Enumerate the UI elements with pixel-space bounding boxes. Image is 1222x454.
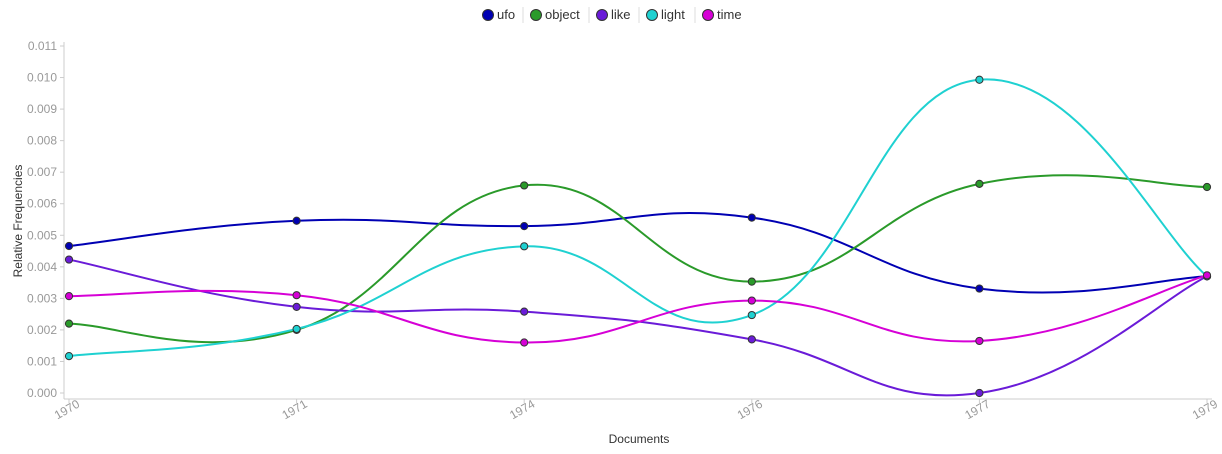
y-tick-label: 0.009 (27, 102, 57, 116)
data-point-object[interactable] (520, 181, 529, 190)
data-point-object[interactable] (64, 319, 74, 328)
series-line-like (68, 258, 1208, 397)
x-tick-label: 1971 (280, 397, 310, 423)
data-point-time[interactable] (520, 338, 529, 347)
legend-swatch-like (596, 9, 608, 21)
series-time (64, 271, 1212, 347)
data-point-ufo[interactable] (747, 213, 756, 222)
legend-item-light[interactable]: light (646, 7, 686, 22)
data-point-like[interactable] (64, 255, 74, 264)
x-tick-label: 1976 (735, 397, 765, 423)
data-point-time[interactable] (975, 336, 984, 346)
data-point-ufo[interactable] (292, 216, 301, 225)
legend-swatch-time (702, 9, 714, 21)
data-point-ufo[interactable] (64, 241, 74, 251)
x-tick-label: 1970 (52, 397, 82, 423)
data-point-like[interactable] (292, 302, 301, 311)
y-tick-label: 0.011 (28, 39, 57, 53)
y-tick-label: 0.008 (27, 134, 57, 148)
legend-item-like[interactable]: like (596, 7, 631, 22)
series-line-light (68, 78, 1208, 358)
y-axis: 0.000 0.001 0.002 0.003 0.004 0.005 0.006 0.007… (27, 39, 65, 400)
y-tick-label: 0.007 (27, 165, 57, 179)
series-object (64, 174, 1212, 344)
legend-item-object[interactable]: object (530, 7, 581, 22)
legend-label-light: light (661, 7, 685, 22)
data-point-light[interactable] (975, 75, 984, 84)
x-axis: 1970 1971 1974 1976 1977 1979 (52, 397, 1220, 423)
data-point-object[interactable] (1202, 182, 1212, 192)
y-tick-label: 0.010 (27, 71, 57, 85)
y-tick-label: 0.006 (27, 197, 57, 211)
plot-area (64, 75, 1212, 398)
series-line-ufo (68, 212, 1208, 294)
series-line-object (68, 174, 1208, 344)
data-point-like[interactable] (747, 335, 756, 344)
data-point-light[interactable] (64, 351, 74, 361)
legend-item-time[interactable]: time (702, 7, 742, 22)
y-tick-label: 0.005 (27, 228, 57, 242)
data-point-light[interactable] (520, 242, 529, 251)
data-point-like[interactable] (520, 307, 529, 316)
data-point-ufo[interactable] (975, 284, 984, 293)
legend-label-ufo: ufo (497, 7, 515, 22)
legend-label-object: object (545, 7, 580, 22)
data-point-like[interactable] (975, 388, 984, 398)
data-point-object[interactable] (975, 179, 984, 188)
x-tick-label: 1977 (962, 397, 992, 423)
y-tick-label: 0.002 (27, 323, 57, 337)
y-tick-label: 0.003 (27, 291, 57, 305)
series-line-time (68, 274, 1208, 344)
legend-swatch-ufo (482, 9, 494, 21)
data-point-object[interactable] (747, 277, 756, 286)
series-ufo (64, 212, 1212, 294)
x-tick-label: 1979 (1190, 397, 1220, 423)
x-tick-label: 1974 (507, 397, 537, 423)
legend-item-ufo[interactable]: ufo (482, 7, 516, 22)
data-point-time[interactable] (64, 292, 74, 301)
y-tick-label: 0.001 (27, 354, 57, 368)
legend-swatch-object (530, 9, 542, 21)
data-point-ufo[interactable] (520, 222, 529, 231)
data-point-light[interactable] (747, 310, 756, 320)
legend-label-like: like (611, 7, 631, 22)
data-point-time[interactable] (292, 291, 301, 300)
y-tick-label: 0.000 (27, 386, 57, 400)
data-point-time[interactable] (1202, 271, 1212, 280)
data-point-light[interactable] (292, 324, 301, 334)
data-point-time[interactable] (747, 296, 756, 305)
y-tick-label: 0.004 (27, 260, 57, 274)
series-light (64, 75, 1212, 361)
y-axis-title: Relative Frequencies (11, 165, 25, 278)
legend-swatch-light (646, 9, 658, 21)
legend-label-time: time (717, 7, 742, 22)
legend: ufo object like light time (482, 7, 742, 23)
x-axis-title: Documents (609, 432, 670, 446)
series-like (64, 255, 1212, 398)
